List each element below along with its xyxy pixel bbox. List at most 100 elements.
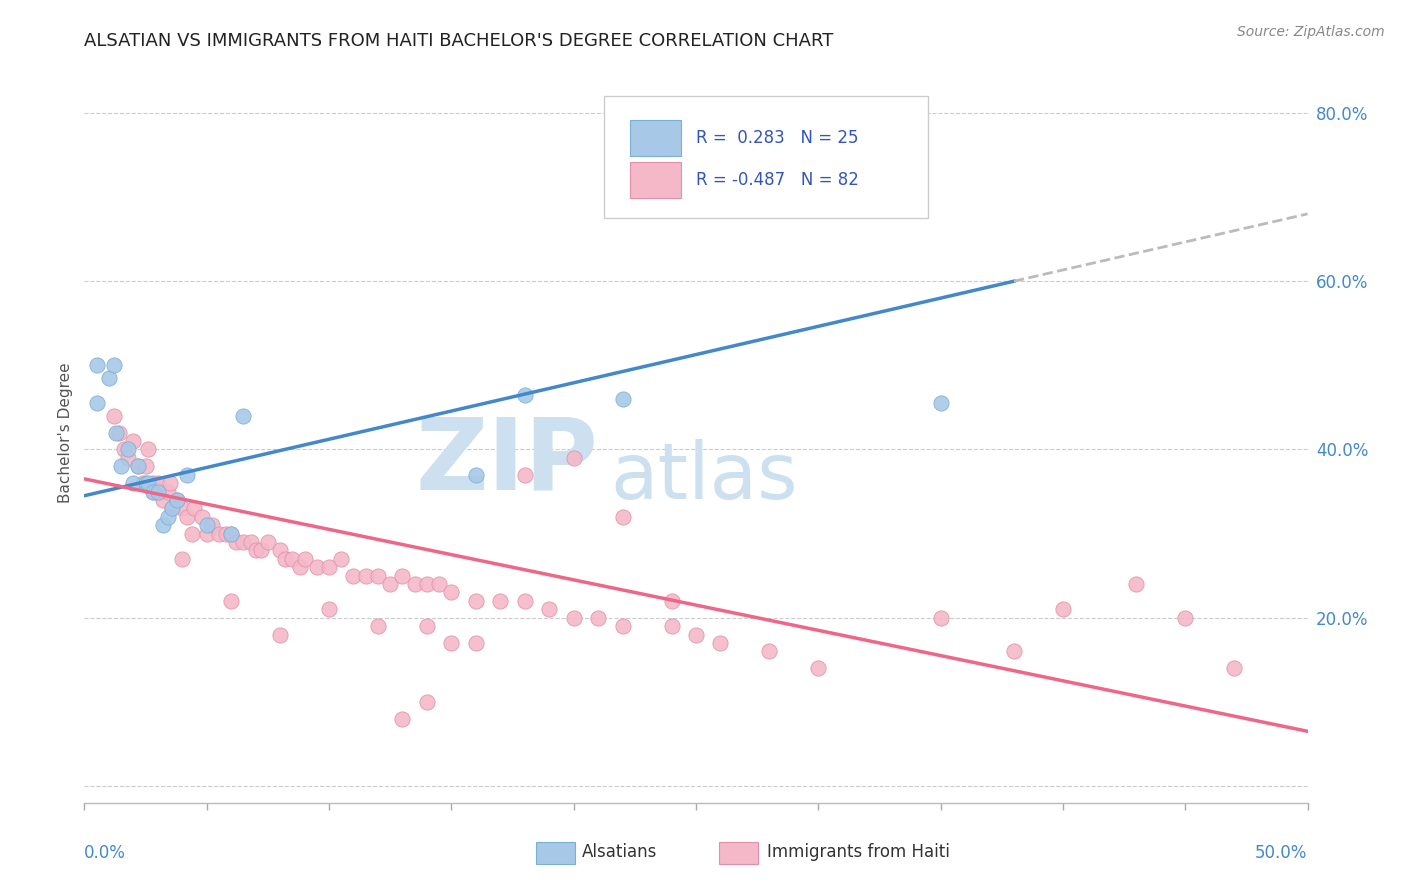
- Point: [661, 619, 683, 633]
- Point: [464, 636, 486, 650]
- Point: [391, 568, 413, 582]
- Point: [464, 467, 486, 482]
- Point: [367, 568, 389, 582]
- Point: [342, 568, 364, 582]
- Point: [122, 434, 145, 448]
- Point: [172, 501, 194, 516]
- Point: [367, 619, 389, 633]
- Text: R =  0.283   N = 25: R = 0.283 N = 25: [696, 129, 859, 147]
- Point: [176, 467, 198, 482]
- Text: Source: ZipAtlas.com: Source: ZipAtlas.com: [1237, 25, 1385, 39]
- FancyBboxPatch shape: [630, 162, 682, 198]
- Point: [612, 619, 634, 633]
- Point: [513, 388, 536, 402]
- Point: [159, 476, 181, 491]
- Point: [416, 619, 439, 633]
- Point: [661, 594, 683, 608]
- Point: [135, 476, 157, 491]
- Point: [166, 492, 188, 507]
- Point: [142, 484, 165, 499]
- Point: [176, 509, 198, 524]
- Point: [156, 509, 179, 524]
- Point: [191, 509, 214, 524]
- Point: [929, 610, 952, 624]
- Point: [215, 526, 238, 541]
- Point: [294, 551, 316, 566]
- Point: [281, 551, 304, 566]
- Point: [107, 425, 129, 440]
- Text: 50.0%: 50.0%: [1256, 844, 1308, 862]
- Point: [181, 526, 204, 541]
- Point: [562, 610, 585, 624]
- Point: [152, 492, 174, 507]
- Point: [318, 602, 340, 616]
- Point: [685, 627, 707, 641]
- Point: [136, 442, 159, 457]
- Point: [195, 526, 218, 541]
- Point: [538, 602, 561, 616]
- Point: [232, 409, 254, 423]
- Point: [929, 396, 952, 410]
- Point: [117, 450, 139, 465]
- Point: [225, 535, 247, 549]
- FancyBboxPatch shape: [720, 842, 758, 864]
- Point: [239, 535, 262, 549]
- Point: [166, 492, 188, 507]
- Point: [562, 450, 585, 465]
- Point: [86, 359, 108, 373]
- Point: [464, 594, 486, 608]
- Point: [219, 594, 242, 608]
- FancyBboxPatch shape: [630, 120, 682, 156]
- Point: [127, 459, 149, 474]
- Point: [183, 501, 205, 516]
- Point: [219, 526, 242, 541]
- Point: [612, 392, 634, 406]
- Point: [86, 396, 108, 410]
- Point: [440, 636, 463, 650]
- Point: [305, 560, 328, 574]
- Point: [1125, 577, 1147, 591]
- Point: [172, 551, 194, 566]
- Point: [257, 535, 280, 549]
- Point: [117, 442, 139, 457]
- Point: [416, 695, 439, 709]
- Text: Alsatians: Alsatians: [582, 844, 658, 862]
- Point: [142, 476, 165, 491]
- Point: [162, 501, 184, 516]
- Point: [142, 484, 165, 499]
- Point: [586, 610, 609, 624]
- Point: [709, 636, 731, 650]
- Point: [249, 543, 271, 558]
- Point: [122, 476, 145, 491]
- Point: [200, 518, 222, 533]
- Point: [330, 551, 353, 566]
- Point: [103, 359, 125, 373]
- Point: [195, 518, 218, 533]
- Point: [219, 526, 242, 541]
- Point: [1002, 644, 1025, 658]
- Point: [245, 543, 267, 558]
- Point: [807, 661, 830, 675]
- Point: [416, 577, 439, 591]
- Point: [208, 526, 231, 541]
- Point: [127, 459, 149, 474]
- Point: [288, 560, 311, 574]
- Point: [1052, 602, 1074, 616]
- Text: atlas: atlas: [610, 439, 797, 515]
- Text: R = -0.487   N = 82: R = -0.487 N = 82: [696, 171, 859, 189]
- Point: [274, 551, 297, 566]
- FancyBboxPatch shape: [536, 842, 575, 864]
- Point: [513, 467, 536, 482]
- Point: [146, 484, 169, 499]
- Text: ALSATIAN VS IMMIGRANTS FROM HAITI BACHELOR'S DEGREE CORRELATION CHART: ALSATIAN VS IMMIGRANTS FROM HAITI BACHEL…: [84, 32, 834, 50]
- Point: [232, 535, 254, 549]
- Text: Immigrants from Haiti: Immigrants from Haiti: [766, 844, 950, 862]
- Point: [105, 425, 128, 440]
- Point: [162, 501, 184, 516]
- Point: [112, 442, 135, 457]
- Point: [1223, 661, 1246, 675]
- Point: [318, 560, 340, 574]
- Y-axis label: Bachelor's Degree: Bachelor's Degree: [58, 362, 73, 503]
- Point: [97, 371, 120, 385]
- Point: [404, 577, 426, 591]
